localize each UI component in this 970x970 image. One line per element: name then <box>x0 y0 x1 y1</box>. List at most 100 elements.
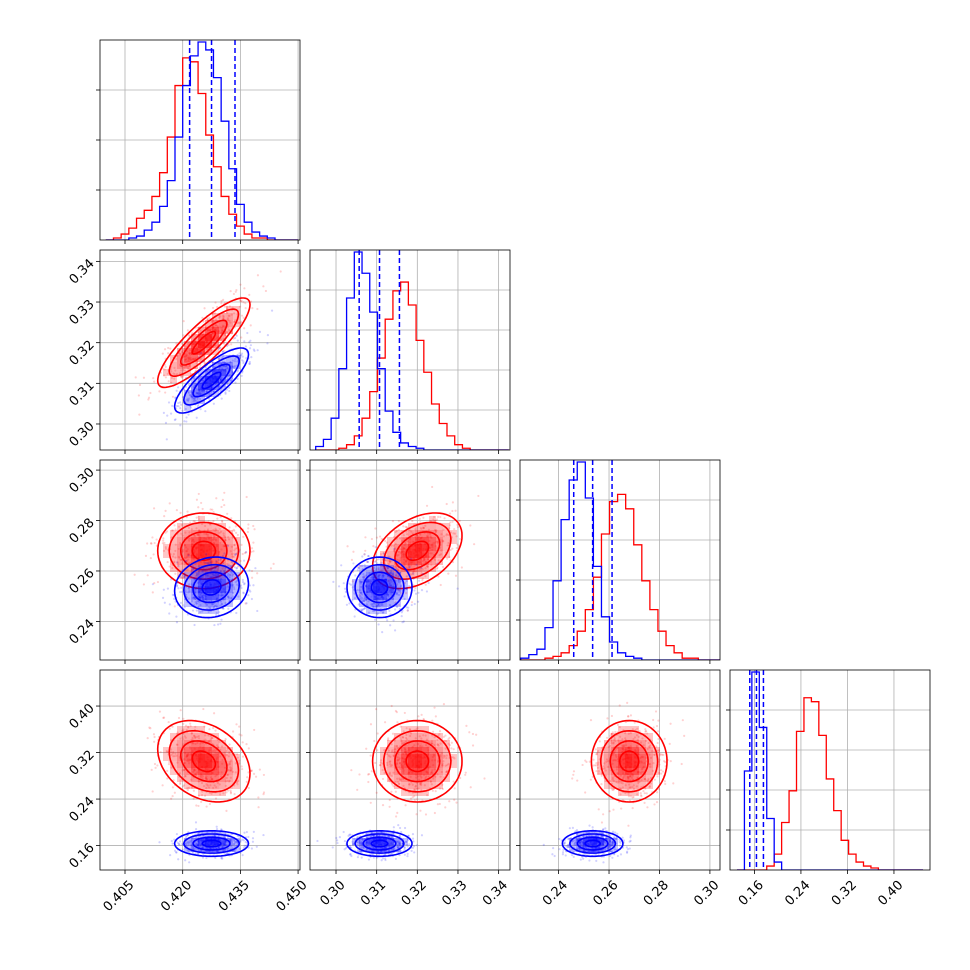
scatter-point-blue <box>386 619 389 622</box>
density-cell-red <box>233 313 240 320</box>
scatter-point-blue <box>387 849 390 852</box>
scatter-point-red <box>426 794 429 797</box>
scatter-point-blue <box>378 568 381 571</box>
scatter-point-blue <box>224 567 227 570</box>
scatter-point-red <box>415 534 418 537</box>
scatter-point-red <box>433 706 436 709</box>
scatter-point-red <box>227 343 230 347</box>
scatter-point-blue <box>185 842 188 845</box>
scatter-point-red <box>222 341 226 345</box>
scatter-point-blue <box>175 615 178 618</box>
scatter-point-red <box>179 782 182 786</box>
scatter-point-red <box>442 756 445 759</box>
scatter-point-blue <box>362 607 365 611</box>
scatter-point-blue <box>230 597 233 600</box>
scatter-point-blue <box>229 361 232 364</box>
density-cell-blue <box>394 579 401 586</box>
scatter-point-red <box>174 549 177 553</box>
density-cell-red <box>422 565 429 572</box>
contour-red <box>156 719 251 803</box>
scatter-point-red <box>149 542 153 545</box>
scatter-point-blue <box>362 599 365 602</box>
scatter-point-red <box>245 743 248 746</box>
scatter-point-red <box>179 559 182 562</box>
scatter-point-blue <box>171 842 174 845</box>
scatter-point-red <box>441 762 444 765</box>
scatter-point-red <box>445 770 448 773</box>
scatter-point-blue <box>375 568 378 571</box>
histogram-red <box>315 281 509 450</box>
scatter-point-blue <box>364 842 367 846</box>
y-tick-label: 0.30 <box>67 419 98 450</box>
scatter-point-red <box>392 535 396 538</box>
scatter-point-red <box>393 751 396 754</box>
scatter-point-red <box>453 787 456 790</box>
scatter-point-blue <box>201 576 204 579</box>
scatter-point-blue <box>237 550 240 553</box>
scatter-point-blue <box>233 366 236 369</box>
density-cell-red <box>408 768 415 775</box>
scatter-point-blue <box>224 391 227 394</box>
scatter-point-blue <box>180 403 183 406</box>
scatter-point-blue <box>375 856 378 859</box>
scatter-point-blue <box>367 600 370 603</box>
scatter-point-red <box>238 725 241 728</box>
scatter-point-blue <box>187 390 190 393</box>
scatter-point-blue <box>361 608 364 611</box>
scatter-point-blue <box>229 565 232 568</box>
scatter-point-red <box>180 576 184 579</box>
density-cell-blue <box>387 565 394 572</box>
scatter-point-blue <box>203 568 206 572</box>
scatter-point-red <box>406 744 409 747</box>
scatter-point-blue <box>231 371 234 374</box>
scatter-point-blue <box>342 582 345 585</box>
scatter-point-blue <box>391 572 394 576</box>
scatter-point-red <box>215 786 218 789</box>
scatter-point-blue <box>377 604 380 607</box>
scatter-point-blue <box>368 571 371 575</box>
scatter-point-blue <box>374 560 377 563</box>
scatter-point-blue <box>211 603 214 606</box>
scatter-point-red <box>433 520 436 523</box>
scatter-point-red <box>396 777 399 780</box>
scatter-point-red <box>419 783 422 786</box>
y-tick-label: 0.31 <box>67 378 98 409</box>
density-cell-red <box>408 572 415 579</box>
y-tick-label: 0.34 <box>67 256 98 287</box>
density-cell-red <box>443 740 450 747</box>
scatter-point-red <box>197 804 200 808</box>
scatter-point-red <box>161 542 164 545</box>
density-cell-red <box>191 740 198 747</box>
scatter-point-red <box>429 780 432 783</box>
scatter-point-red <box>377 567 380 571</box>
scatter-point-red <box>435 529 438 532</box>
scatter-point-blue <box>192 400 195 403</box>
scatter-point-red <box>232 292 235 296</box>
density-cell-red <box>184 754 191 761</box>
scatter-point-red <box>180 365 183 368</box>
contour-red <box>168 308 240 377</box>
density-cell-red <box>436 768 443 775</box>
scatter-point-red <box>228 305 232 308</box>
scatter-point-red <box>363 576 366 579</box>
scatter-point-blue <box>183 572 186 575</box>
density-cell-red <box>205 544 212 551</box>
scatter-point-blue <box>226 836 230 839</box>
density-cell-red <box>394 537 401 544</box>
scatter-point-red <box>350 769 353 772</box>
scatter-point-blue <box>353 615 356 618</box>
scatter-point-blue <box>225 843 228 846</box>
scatter-point-red <box>186 366 189 369</box>
scatter-point-red <box>227 768 230 772</box>
scatter-point-red <box>229 769 233 772</box>
scatter-point-red <box>228 752 231 755</box>
scatter-point-red <box>170 370 173 373</box>
density-cell-red <box>387 754 394 761</box>
scatter-point-red <box>219 775 223 778</box>
scatter-point-red <box>247 747 250 750</box>
scatter-point-red <box>214 301 217 304</box>
density-cell-red <box>422 537 429 544</box>
x-tick-label: 0.405 <box>101 878 138 915</box>
density-cell-red <box>408 747 415 754</box>
scatter-point-blue <box>381 631 384 634</box>
